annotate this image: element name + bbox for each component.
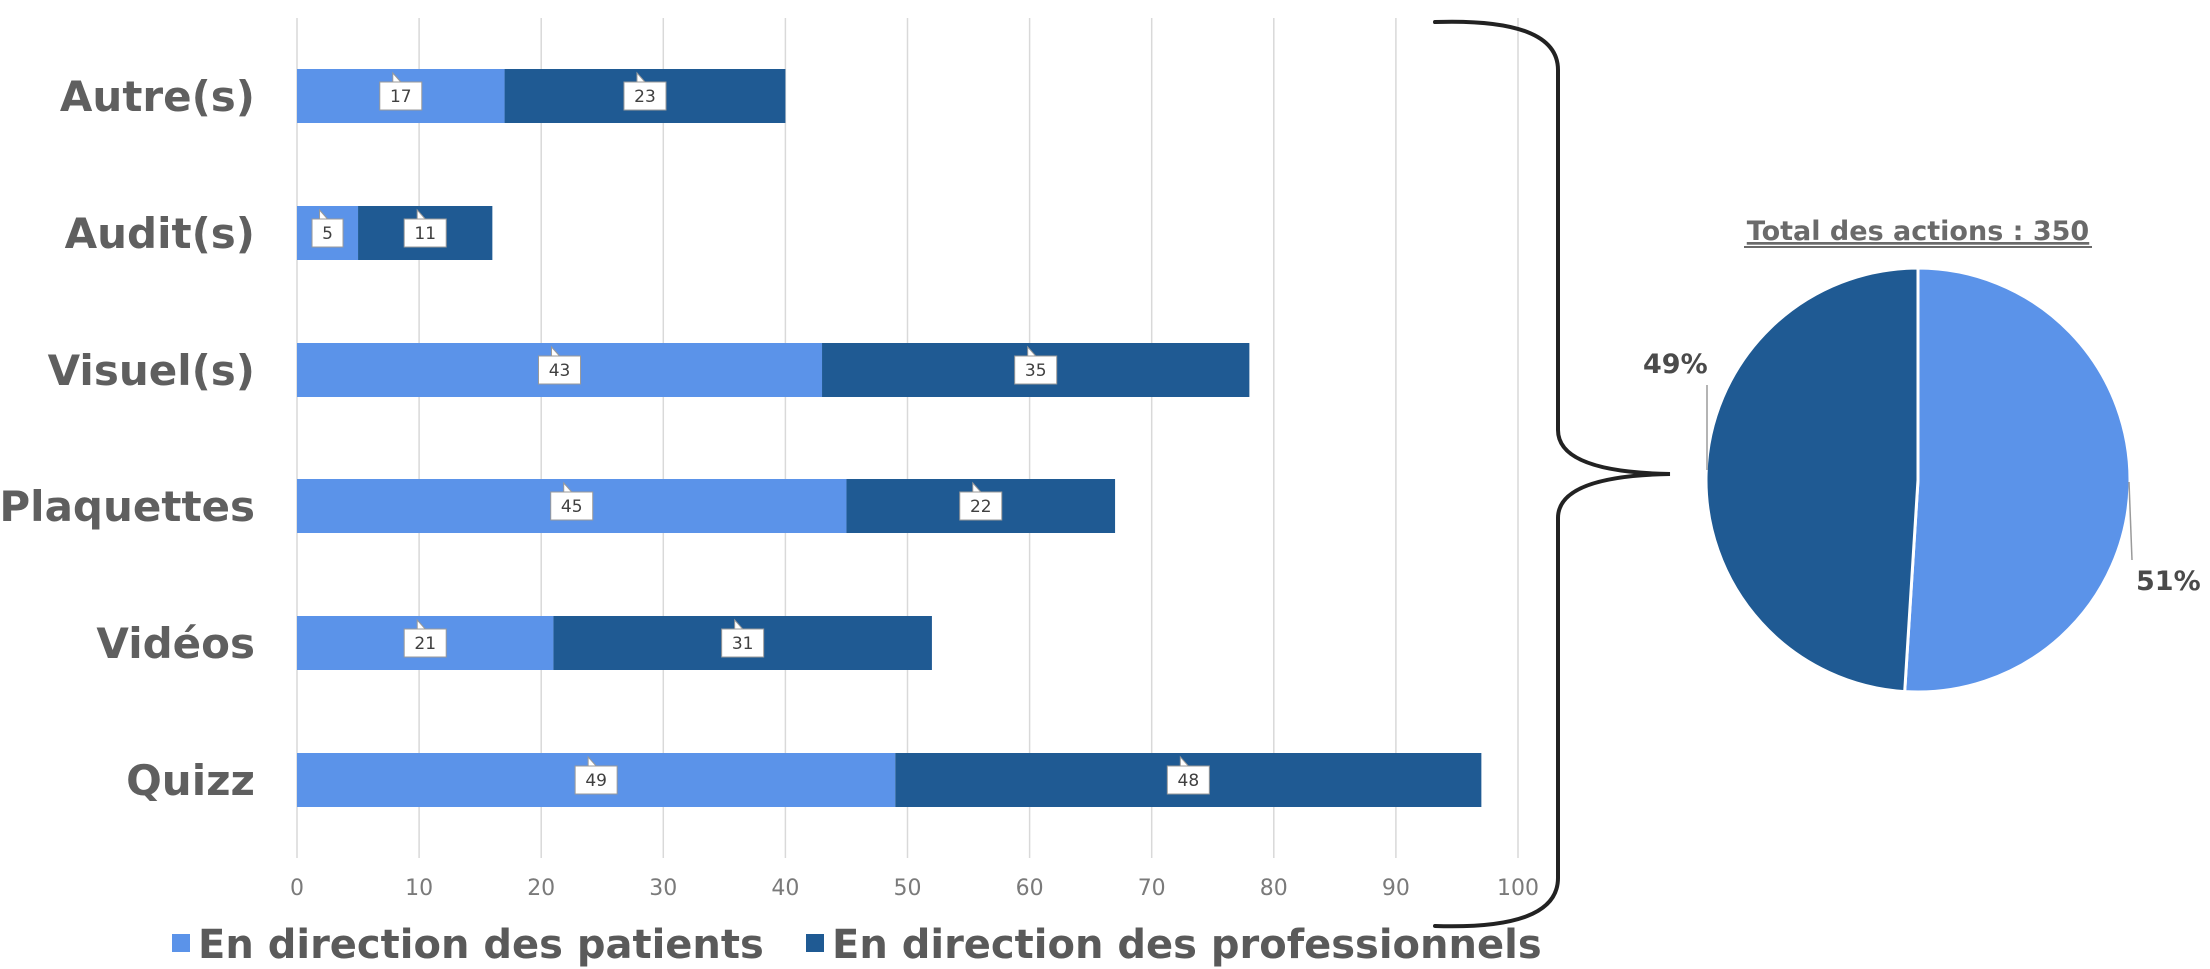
data-label-box [1166,765,1210,795]
category-label-3: Plaquettes [0,482,255,531]
x-tick-label-20: 20 [527,876,555,901]
x-axis-tick-labels: 0 10 20 30 40 50 60 70 80 90 100 [290,876,1539,901]
data-label-pointer [734,618,744,630]
x-tick-label-80: 80 [1260,876,1288,901]
pie-slice-professionnels [1704,266,1920,694]
data-label-text: 31 [732,634,754,654]
data-label-box [403,218,447,248]
data-label-pointer [392,71,402,83]
category-label-5: Quizz [126,756,255,805]
x-tick-label-60: 60 [1016,876,1044,901]
category-labels: Autre(s) Audit(s) Visuel(s) Plaquettes Vidéo… [0,72,255,805]
x-tick-label-90: 90 [1382,876,1410,901]
data-label-professionnels-1: 11 [403,208,447,248]
data-label-professionnels-4: 31 [721,618,765,658]
legend-label-patients: En direction des patients [198,922,764,968]
pie-slice-patients [1903,266,2132,694]
x-tick-label-70: 70 [1138,876,1166,901]
data-label-patients-2: 43 [538,345,582,385]
pie-slice-label-patients: 51% [2136,566,2201,597]
data-label-pointer [563,481,573,493]
category-label-1: Audit(s) [65,209,255,258]
data-label-professionnels-3: 22 [959,481,1003,521]
x-tick-label-40: 40 [771,876,799,901]
data-label-box [623,81,667,111]
data-label-patients-1: 5 [311,208,344,248]
data-label-pointer [587,755,597,767]
data-label-professionnels-2: 35 [1014,345,1058,385]
data-label-text: 5 [322,224,333,244]
x-tick-label-0: 0 [290,876,304,901]
x-tick-label-100: 100 [1497,876,1539,901]
category-label-2: Visuel(s) [48,346,255,395]
data-label-text: 23 [634,87,656,107]
data-label-patients-3: 45 [550,481,594,521]
data-label-box [959,491,1003,521]
data-label-box [574,765,618,795]
data-label-text: 17 [390,87,412,107]
data-label-pointer [972,481,982,493]
data-label-box [311,218,344,248]
data-label-pointer [1027,345,1037,357]
legend-label-professionnels: En direction des professionnels [832,922,1542,968]
legend-swatch-patients [172,934,190,952]
data-label-box [1014,355,1058,385]
legend-swatch-professionnels [806,934,824,952]
legend: En direction des patients En direction d… [172,922,1542,968]
data-label-box [550,491,594,521]
pie-slice-label-professionnels: 49% [1643,349,1708,380]
data-label-pointer [636,71,646,83]
pie-chart: Total des actions : 350 51% 49% [1643,216,2201,694]
data-label-box [379,81,423,111]
x-tick-label-50: 50 [894,876,922,901]
data-label-text: 35 [1025,361,1047,381]
data-label-patients-4: 21 [403,618,447,658]
data-label-box [721,628,765,658]
data-label-professionnels-0: 23 [623,71,667,111]
curly-brace [1433,19,1671,929]
data-label-pointer [1179,755,1189,767]
data-label-text: 49 [585,771,607,791]
pie-leader-lines [1706,385,2133,561]
data-label-text: 21 [414,634,436,654]
data-label-box [538,355,582,385]
category-label-4: Vidéos [96,619,255,668]
bars-layer: 17 23 5 11 43 35 45 22 21 31 49 48 [297,69,1482,807]
data-label-text: 11 [414,224,436,244]
x-tick-label-10: 10 [405,876,433,901]
data-label-pointer [416,618,426,630]
data-label-patients-0: 17 [379,71,423,111]
data-label-text: 45 [561,497,583,517]
data-label-pointer [416,208,426,220]
category-label-0: Autre(s) [60,72,255,121]
pie-slices [1704,266,2132,694]
pie-title: Total des actions : 350 [1747,216,2089,247]
pie-leader-line-patients [2128,481,2133,561]
data-label-pointer [551,345,560,357]
data-label-text: 22 [970,497,992,517]
data-label-professionnels-5: 48 [1166,755,1210,795]
stacked-bar-chart: 17 23 5 11 43 35 45 22 21 31 49 48 Autre(s) Audit(s)… [0,18,1539,901]
grid-lines [296,18,1519,858]
data-label-text: 48 [1178,771,1200,791]
data-label-text: 43 [549,361,571,381]
data-label-patients-5: 49 [574,755,618,795]
data-label-box [403,628,447,658]
x-tick-label-30: 30 [649,876,677,901]
data-label-pointer [319,208,328,220]
